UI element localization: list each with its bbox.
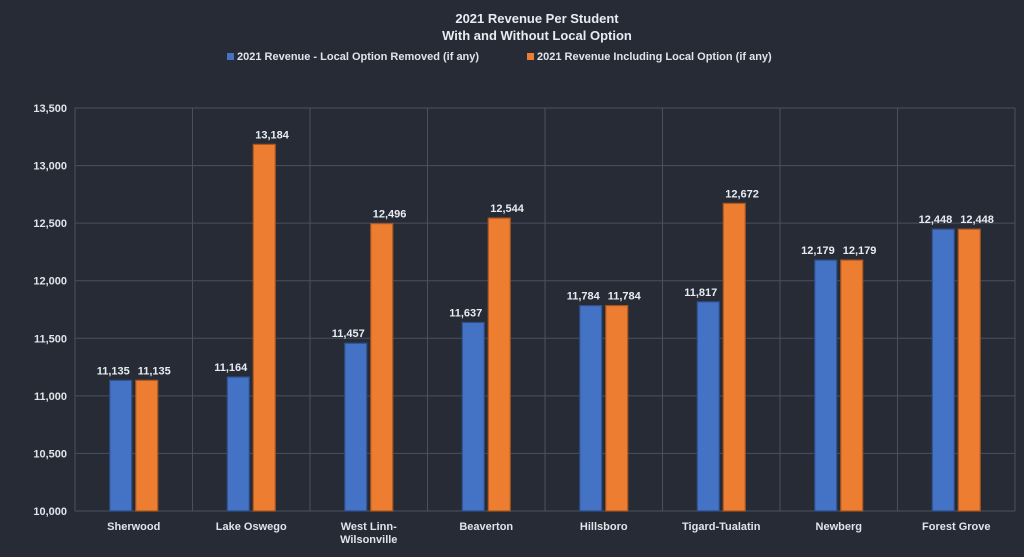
chart-title-line-1: 2021 Revenue Per Student	[455, 11, 619, 26]
bar-without-local-option-4	[579, 304, 603, 512]
x-category-label-2-0: West Linn-	[341, 521, 397, 533]
data-label-with-6: 12,179	[843, 245, 877, 257]
bar-with-local-option-5	[722, 202, 746, 512]
data-label-with-5: 12,672	[725, 188, 759, 200]
y-tick-label-0: 10,000	[33, 506, 67, 518]
bar-without-local-option-1	[226, 376, 250, 512]
data-labels: 11,135 11,135 11,164 13,184 11,457 12,496 11,6…	[97, 129, 994, 377]
x-category-label-3-0: Beaverton	[459, 521, 513, 533]
data-label-without-2: 11,457	[332, 328, 365, 340]
legend-swatch-series-2	[527, 53, 534, 60]
x-category-label-7-0: Forest Grove	[922, 521, 990, 533]
data-label-without-3: 11,637	[449, 308, 482, 320]
y-tick-label-3: 11,500	[34, 333, 67, 345]
x-category-label-1-0: Lake Oswego	[216, 521, 287, 533]
data-label-without-5: 11,817	[684, 287, 717, 299]
bar-without-local-option-7	[931, 228, 955, 512]
data-label-without-4: 11,784	[567, 291, 601, 303]
legend-label-series-1: 2021 Revenue - Local Option Removed (if …	[237, 51, 479, 63]
bar-without-local-option-5	[696, 301, 720, 512]
x-category-label-6-0: Newberg	[816, 521, 862, 533]
data-label-with-1: 13,184	[255, 129, 290, 141]
y-tick-label-2: 11,000	[34, 391, 67, 403]
data-label-with-7: 12,448	[960, 214, 994, 226]
y-tick-label-1: 10,500	[33, 448, 67, 460]
bar-with-local-option-1	[252, 143, 276, 512]
bar-without-local-option-3	[461, 321, 485, 512]
x-axis: Sherwood Lake Oswego West Linn-Wilsonville…	[107, 521, 990, 546]
y-tick-label-5: 12,500	[33, 218, 67, 230]
data-label-with-3: 12,544	[490, 203, 525, 215]
bar-with-local-option-2	[370, 223, 394, 512]
data-label-without-6: 12,179	[801, 245, 835, 257]
bar-without-local-option-2	[344, 342, 368, 512]
data-label-with-0: 11,135	[138, 365, 171, 377]
data-label-with-4: 11,784	[608, 291, 642, 303]
bar-with-local-option-3	[487, 217, 511, 512]
legend: 2021 Revenue - Local Option Removed (if …	[227, 51, 772, 63]
bar-with-local-option-7	[957, 228, 981, 512]
data-label-without-0: 11,135	[97, 365, 130, 377]
data-label-without-7: 12,448	[919, 214, 953, 226]
chart-title-line-2: With and Without Local Option	[442, 28, 632, 43]
legend-swatch-series-1	[227, 53, 234, 60]
x-category-label-4-0: Hillsboro	[580, 521, 628, 533]
bar-with-local-option-4	[605, 304, 629, 512]
x-category-label-5-0: Tigard-Tualatin	[682, 521, 761, 533]
legend-label-series-2: 2021 Revenue Including Local Option (if …	[537, 51, 772, 63]
y-tick-label-7: 13,500	[33, 103, 67, 115]
x-category-label-0-0: Sherwood	[107, 521, 160, 533]
bars	[109, 143, 981, 512]
y-tick-label-6: 13,000	[33, 161, 67, 173]
bar-without-local-option-0	[109, 379, 133, 512]
bar-with-local-option-0	[135, 379, 159, 512]
bar-with-local-option-6	[840, 259, 864, 512]
data-label-without-1: 11,164	[214, 362, 248, 374]
x-category-label-2-1: Wilsonville	[340, 534, 397, 546]
y-tick-label-4: 12,000	[33, 276, 67, 288]
y-axis: 10,000 10,500 11,000 11,500 12,000 12,500 13,0…	[33, 103, 67, 518]
bar-without-local-option-6	[814, 259, 838, 512]
data-label-with-2: 12,496	[373, 209, 407, 221]
